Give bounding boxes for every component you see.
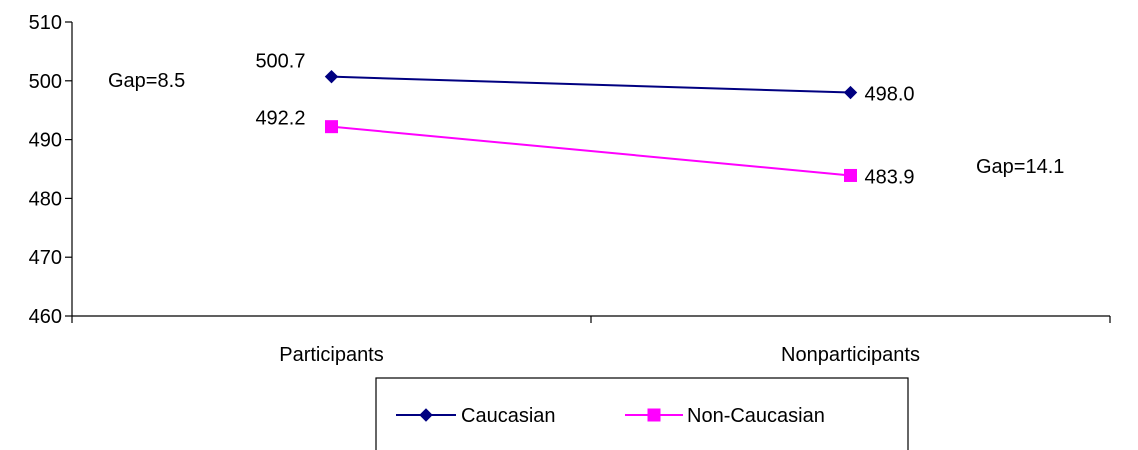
gap-annotation: Gap=14.1 <box>976 156 1064 178</box>
x-category-label: Participants <box>279 344 384 366</box>
data-point <box>324 69 339 84</box>
data-label: 498.0 <box>865 84 915 106</box>
series-layer <box>324 69 858 182</box>
legend: Caucasian Non-Caucasian <box>375 377 909 450</box>
series-line-non-caucasian <box>331 125 851 177</box>
x-axis-categories: Participants Nonparticipants <box>71 316 1111 366</box>
legend-label: Non-Caucasian <box>687 405 825 427</box>
series-line-caucasian <box>331 75 851 94</box>
data-point <box>325 120 338 134</box>
y-tick-label: 480 <box>29 188 62 210</box>
y-tick-label: 460 <box>29 306 62 328</box>
legend-marker <box>647 408 661 422</box>
x-category-label: Nonparticipants <box>781 344 920 366</box>
y-tick-label: 500 <box>29 71 62 93</box>
y-tick-label: 470 <box>29 247 62 269</box>
data-point <box>843 85 858 100</box>
gap-annotation: Gap=8.5 <box>108 70 185 92</box>
axes <box>71 22 1110 317</box>
gap-annotations: Gap=8.5 Gap=14.1 <box>108 70 1064 178</box>
legend-label: Caucasian <box>461 405 556 427</box>
data-label: 483.9 <box>865 166 915 188</box>
data-label: 500.7 <box>255 51 305 73</box>
data-point <box>844 168 857 182</box>
y-axis-ticks: 460 470 480 490 500 510 <box>29 12 72 328</box>
y-tick-label: 490 <box>29 130 62 152</box>
y-tick-label: 510 <box>29 12 62 34</box>
data-label: 492.2 <box>255 108 305 130</box>
data-labels: 500.7 498.0 492.2 483.9 <box>255 51 914 189</box>
legend-marker <box>419 408 433 422</box>
